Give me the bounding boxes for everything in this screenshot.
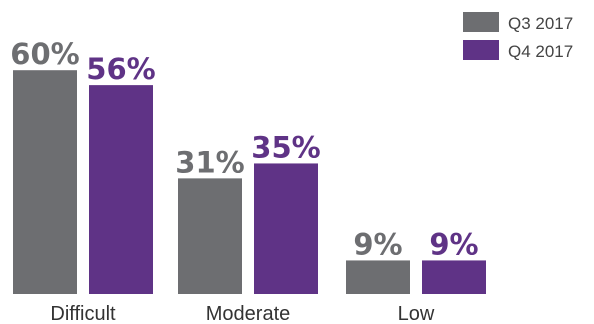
legend-label-q3-2017: Q3 2017 xyxy=(508,14,573,33)
bar-difficult-q4-2017 xyxy=(89,85,153,295)
value-label-low-q3-2017: 9% xyxy=(353,227,402,261)
bar-difficult-q3-2017 xyxy=(13,70,77,294)
bars-group xyxy=(13,70,486,295)
value-label-moderate-q4-2017: 35% xyxy=(251,130,320,164)
category-label-low: Low xyxy=(398,303,435,324)
value-label-difficult-q4-2017: 56% xyxy=(86,52,155,86)
category-labels-group: Difficult Moderate Low xyxy=(50,303,435,324)
bar-low-q3-2017 xyxy=(346,260,410,294)
bar-moderate-q4-2017 xyxy=(254,163,318,294)
value-label-difficult-q3-2017: 60% xyxy=(10,37,79,71)
legend-label-q4-2017: Q4 2017 xyxy=(508,42,573,61)
value-labels-group: 60% 56% 31% 35% 9% 9% xyxy=(10,37,478,261)
bar-moderate-q3-2017 xyxy=(178,178,242,294)
legend-swatch-q3-2017 xyxy=(463,12,499,32)
value-label-low-q4-2017: 9% xyxy=(429,227,478,261)
value-label-moderate-q3-2017: 31% xyxy=(175,145,244,179)
category-label-difficult: Difficult xyxy=(50,303,116,324)
category-label-moderate: Moderate xyxy=(206,303,291,324)
bar-low-q4-2017 xyxy=(422,260,486,294)
legend-swatch-q4-2017 xyxy=(463,40,499,60)
legend: Q3 2017 Q4 2017 xyxy=(463,12,573,61)
